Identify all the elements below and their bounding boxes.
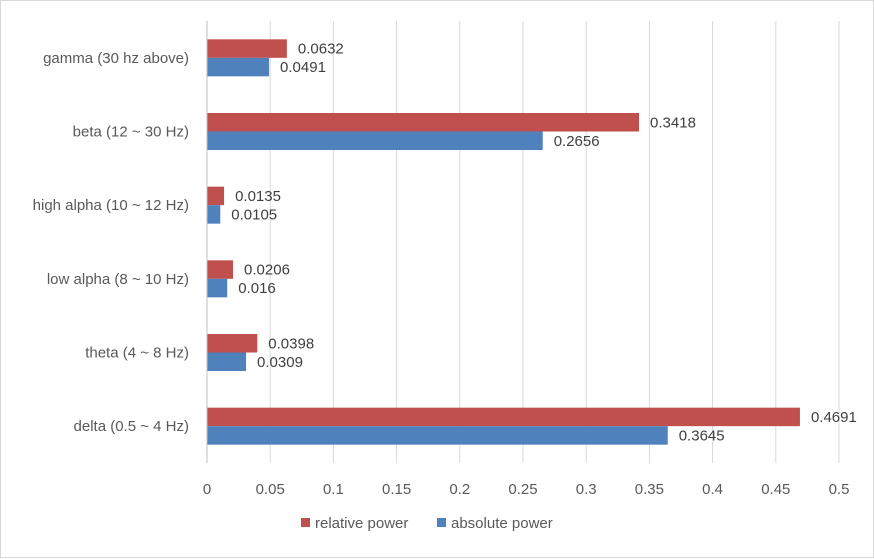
bar-relative-power — [207, 113, 640, 132]
bar-absolute-power — [207, 426, 668, 445]
x-tick-label: 0.15 — [382, 481, 411, 498]
x-tick-label: 0.1 — [323, 481, 344, 498]
legend-swatch — [437, 518, 446, 527]
bar-absolute-power — [207, 352, 247, 371]
legend-label: relative power — [315, 515, 408, 532]
x-tick-label: 0.3 — [576, 481, 597, 498]
bars — [207, 39, 800, 445]
data-label: 0.0398 — [268, 335, 314, 352]
bar-relative-power — [207, 260, 234, 279]
legend: relative power absolute power — [301, 515, 553, 532]
bar-relative-power — [207, 407, 800, 427]
category-label: low alpha (8 ~ 10 Hz) — [47, 271, 189, 288]
data-label: 0.3645 — [679, 427, 725, 444]
bar-relative-power — [207, 334, 258, 353]
x-tick-label: 0.4 — [702, 481, 723, 498]
bar-relative-power — [207, 39, 287, 58]
x-tick-label: 0.05 — [256, 481, 285, 498]
bar-absolute-power — [207, 205, 221, 224]
bar-absolute-power — [207, 131, 543, 150]
data-label: 0.4691 — [811, 409, 857, 426]
bar-absolute-power — [207, 278, 228, 298]
category-label: theta (4 ~ 8 Hz) — [85, 345, 189, 362]
category-label: high alpha (10 ~ 12 Hz) — [33, 197, 189, 214]
data-label: 0.0309 — [257, 354, 303, 371]
legend-label: absolute power — [451, 515, 553, 532]
bar-relative-power — [207, 186, 225, 206]
x-tick-label: 0.2 — [449, 481, 470, 498]
labels: 0 0.05 0.1 0.15 0.2 0.25 0.3 0.35 0.4 0.45 0.5 delt… — [33, 41, 857, 498]
legend-swatch — [301, 518, 310, 527]
x-tick-label: 0 — [203, 481, 211, 498]
data-label: 0.0206 — [244, 262, 290, 279]
category-label: delta (0.5 ~ 4 Hz) — [74, 418, 189, 435]
grid-lines — [269, 21, 840, 463]
data-label: 0.2656 — [554, 133, 600, 150]
data-label: 0.0632 — [298, 41, 344, 58]
data-label: 0.0105 — [231, 206, 277, 223]
x-tick-label: 0.5 — [829, 481, 850, 498]
category-label: gamma (30 hz above) — [43, 50, 189, 67]
category-label: beta (12 ~ 30 Hz) — [73, 124, 189, 141]
x-tick-label: 0.35 — [635, 481, 664, 498]
data-label: 0.0135 — [235, 188, 281, 205]
data-label: 0.3418 — [650, 114, 696, 131]
data-label: 0.0491 — [280, 59, 326, 76]
x-tick-label: 0.25 — [508, 481, 537, 498]
data-label: 0.016 — [238, 280, 276, 297]
x-tick-label: 0.45 — [761, 481, 790, 498]
bar-absolute-power — [207, 57, 270, 77]
